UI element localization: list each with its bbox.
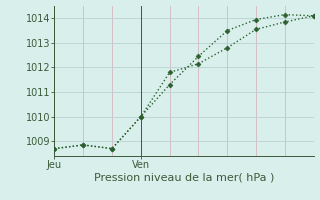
X-axis label: Pression niveau de la mer( hPa ): Pression niveau de la mer( hPa ) [94,173,274,183]
